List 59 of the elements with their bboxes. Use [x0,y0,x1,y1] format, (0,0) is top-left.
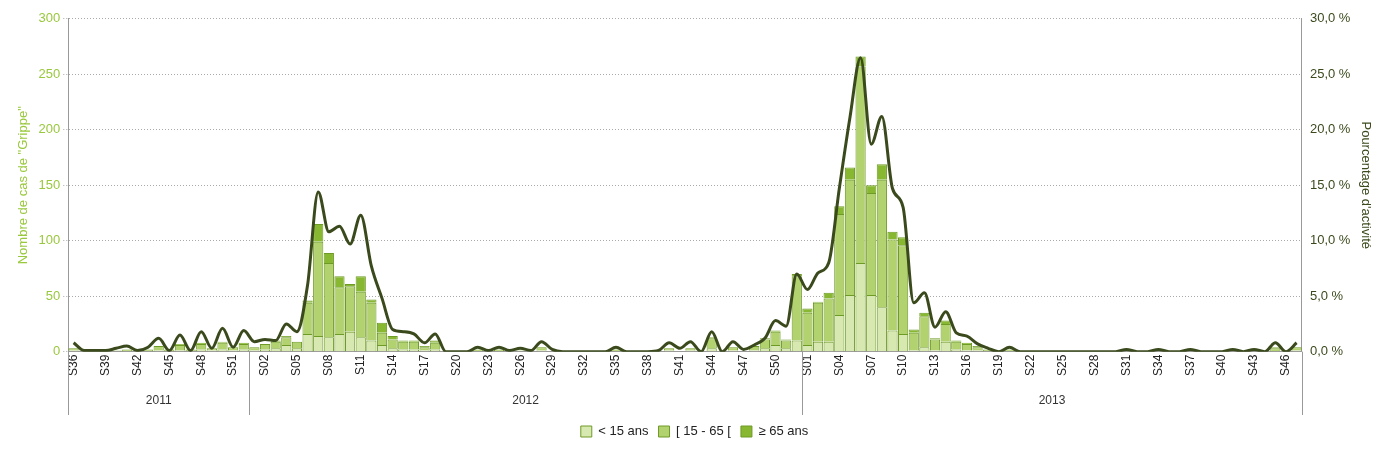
y2-tick-label: 0,0 % [1309,343,1344,359]
x-tick-label: S02 [257,354,272,377]
x-tick-label: S10 [895,354,910,377]
y-tick-label: 0 [53,343,61,359]
x-tick-label: S45 [161,354,176,377]
text: 2011 [145,393,172,408]
legend-label: [ 15 - 65 [ [676,423,732,439]
y-tick-label: 50 [45,287,61,303]
x-tick-label: S38 [640,354,655,377]
y-tick-label: 100 [38,232,61,248]
x-tick-label: S47 [735,354,750,377]
x-tick-label: S22 [1023,354,1038,377]
x-tick-label: S44 [704,354,719,377]
x-tick-label: S25 [1054,354,1069,377]
y-tick-label: 300 [38,10,61,26]
x-tick-label: S07 [863,354,878,377]
y2-tick-label: 10,0 % [1309,232,1351,248]
y2-tick-label: 30,0 % [1309,10,1351,26]
x-tick-label: S14 [384,354,399,377]
y2-tick-label: 15,0 % [1309,176,1351,192]
x-tick-label: S17 [416,354,431,377]
x-tick-label: S32 [576,354,591,377]
y2-axis-title: Pourcentage d'activité [1358,121,1374,249]
text: 2013 [1038,393,1066,408]
x-tick-label: S28 [1086,354,1101,377]
x-tick-label: S19 [991,354,1006,377]
x-tick-label: S20 [448,354,463,377]
x-tick-label: S34 [1150,354,1165,377]
y-tick-label: 200 [38,121,61,137]
x-tick-label: S08 [321,354,336,377]
x-tick-label: S23 [480,354,495,377]
x-tick-label: S37 [1182,354,1197,377]
x-tick-label: S04 [831,354,846,377]
y-axis-title: Nombre de cas de "Grippe" [15,105,31,265]
x-tick-label: S50 [767,354,782,377]
y2-tick-label: 25,0 % [1309,65,1351,81]
y2-tick-label: 5,0 % [1309,287,1344,303]
x-tick-label: S13 [927,354,942,377]
x-tick-label: S43 [1246,354,1261,377]
x-tick-label: S16 [959,354,974,377]
y2-tick-label: 20,0 % [1309,121,1351,137]
x-tick-label: S40 [1214,354,1229,377]
legend-label: ≥ 65 ans [758,423,809,439]
legend-label: < 15 ans [598,423,650,439]
x-tick-label: S39 [97,354,112,377]
x-tick-label: S48 [193,354,208,377]
x-tick-label: S35 [608,354,623,377]
x-tick-label: S51 [225,354,240,377]
x-tick-label: S11 [353,354,368,376]
text: 2012 [512,393,540,408]
x-tick-label: S31 [1118,354,1133,377]
y-tick-label: 150 [38,176,61,192]
x-tick-label: S46 [1278,354,1293,377]
x-tick-label: S29 [544,354,559,377]
x-tick-label: S05 [289,354,304,377]
y-tick-label: 250 [38,65,61,81]
x-tick-label: S41 [672,354,687,377]
x-tick-label: S42 [129,354,144,377]
x-tick-label: S26 [512,354,527,377]
